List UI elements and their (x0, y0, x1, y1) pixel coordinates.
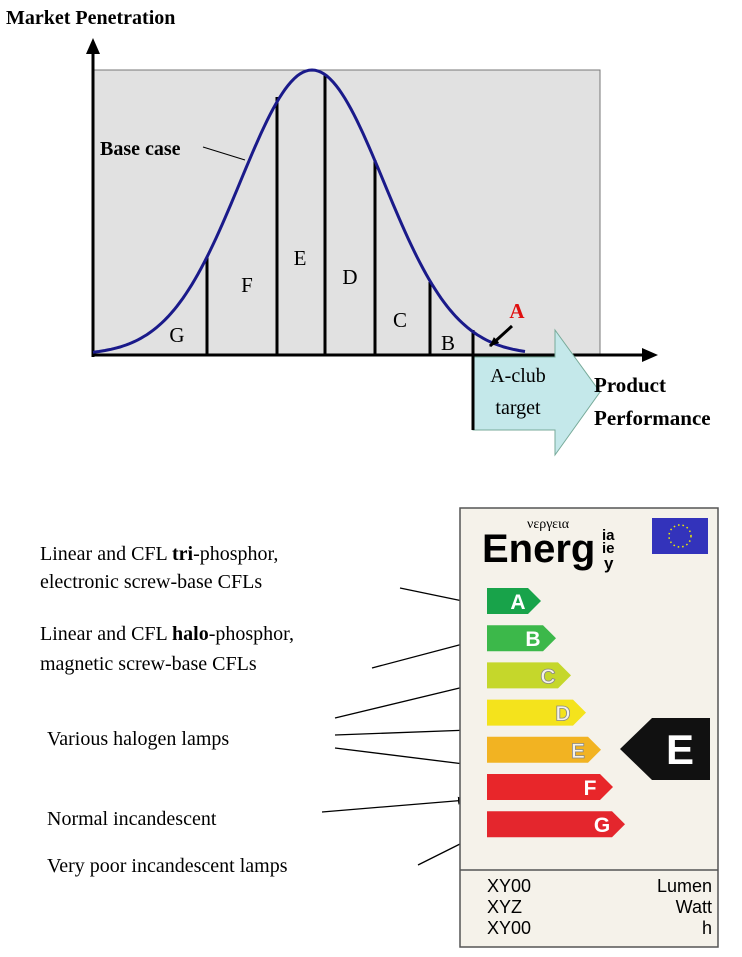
class-letter: D (555, 703, 570, 726)
segment-label: G (169, 323, 184, 347)
curve-label: Base case (100, 138, 181, 160)
base-curve (92, 68, 526, 354)
class-bar (487, 625, 556, 652)
leader-line (202, 146, 246, 161)
text-span: Normal incandescent (47, 808, 217, 830)
segment-label: E (294, 246, 307, 270)
y-axis-label: Market Penetration (6, 7, 175, 29)
class-letter: B (525, 628, 540, 651)
segment-label: C (393, 308, 407, 332)
class-bar (487, 588, 541, 614)
x-axis-label: Product (594, 373, 666, 397)
class-letter: A (510, 591, 525, 614)
eu-stars (668, 524, 692, 548)
target-arrow (472, 328, 601, 457)
text-span: Linear and CFL (40, 623, 172, 645)
class-bar (487, 699, 586, 726)
rating-arrow (620, 718, 710, 780)
annotation-arrows (321, 587, 483, 866)
text-span: -phosphor, (193, 543, 278, 565)
class-bar (487, 811, 625, 838)
text-span: electronic screw-base CFLs (40, 571, 262, 593)
annotation-text: Linear and CFL tri-phosphor, (40, 543, 278, 565)
text-span: magnetic screw-base CFLs (40, 653, 257, 675)
row-key: XY00 (487, 918, 531, 938)
label-greek: νεργεια (527, 517, 570, 532)
row-unit: Watt (676, 897, 712, 917)
eu-flag (652, 518, 708, 554)
y-axis-arrow (86, 38, 100, 54)
target-class: A (509, 299, 525, 323)
class-bar (487, 662, 571, 689)
segment-labels: G F E D C B (169, 246, 455, 355)
text-span: Very poor incandescent lamps (47, 855, 288, 877)
class-bar (487, 736, 601, 763)
text-span: Linear and CFL (40, 543, 172, 565)
class-letter: C (540, 665, 555, 688)
label-title: Energ (482, 527, 595, 571)
target-pointer (488, 324, 514, 348)
class-bar (487, 774, 613, 800)
text-span: Various halogen lamps (47, 728, 229, 750)
segment-label: D (342, 265, 357, 289)
target-text: A-club (490, 365, 546, 387)
row-key: XY00 (487, 876, 531, 896)
label-suffix: ia (602, 527, 615, 544)
row-unit: Lumen (657, 876, 712, 896)
target-text: target (495, 397, 541, 419)
row-unit: h (702, 918, 712, 938)
annotation-text: magnetic screw-base CFLs (40, 653, 257, 675)
class-letter: E (571, 740, 585, 763)
text-span: -phosphor, (209, 623, 294, 645)
segment-label: F (241, 273, 253, 297)
x-axis-label: Performance (594, 406, 711, 430)
x-axis-arrow (642, 348, 658, 362)
annotation-text: Various halogen lamps (47, 728, 229, 750)
label-suffix: ie (602, 540, 615, 557)
annotations: Linear and CFL tri-phosphor,electronic s… (40, 543, 294, 877)
segment-dividers (205, 74, 475, 430)
class-letter: F (584, 777, 597, 800)
annotation-text: electronic screw-base CFLs (40, 571, 262, 593)
annotation-text: Normal incandescent (47, 808, 217, 830)
bold-text: halo (172, 623, 209, 645)
annotation-text: Linear and CFL halo-phosphor, (40, 623, 294, 645)
label-rows: XY00 Lumen XYZ Watt XY00 h (487, 876, 712, 938)
segment-label: B (441, 331, 455, 355)
label-suffix: y (604, 554, 614, 573)
row-key: XYZ (487, 897, 522, 917)
rating: E (666, 726, 694, 773)
class-letter: G (594, 814, 610, 837)
annotation-text: Very poor incandescent lamps (47, 855, 288, 877)
bold-text: tri (172, 543, 194, 565)
